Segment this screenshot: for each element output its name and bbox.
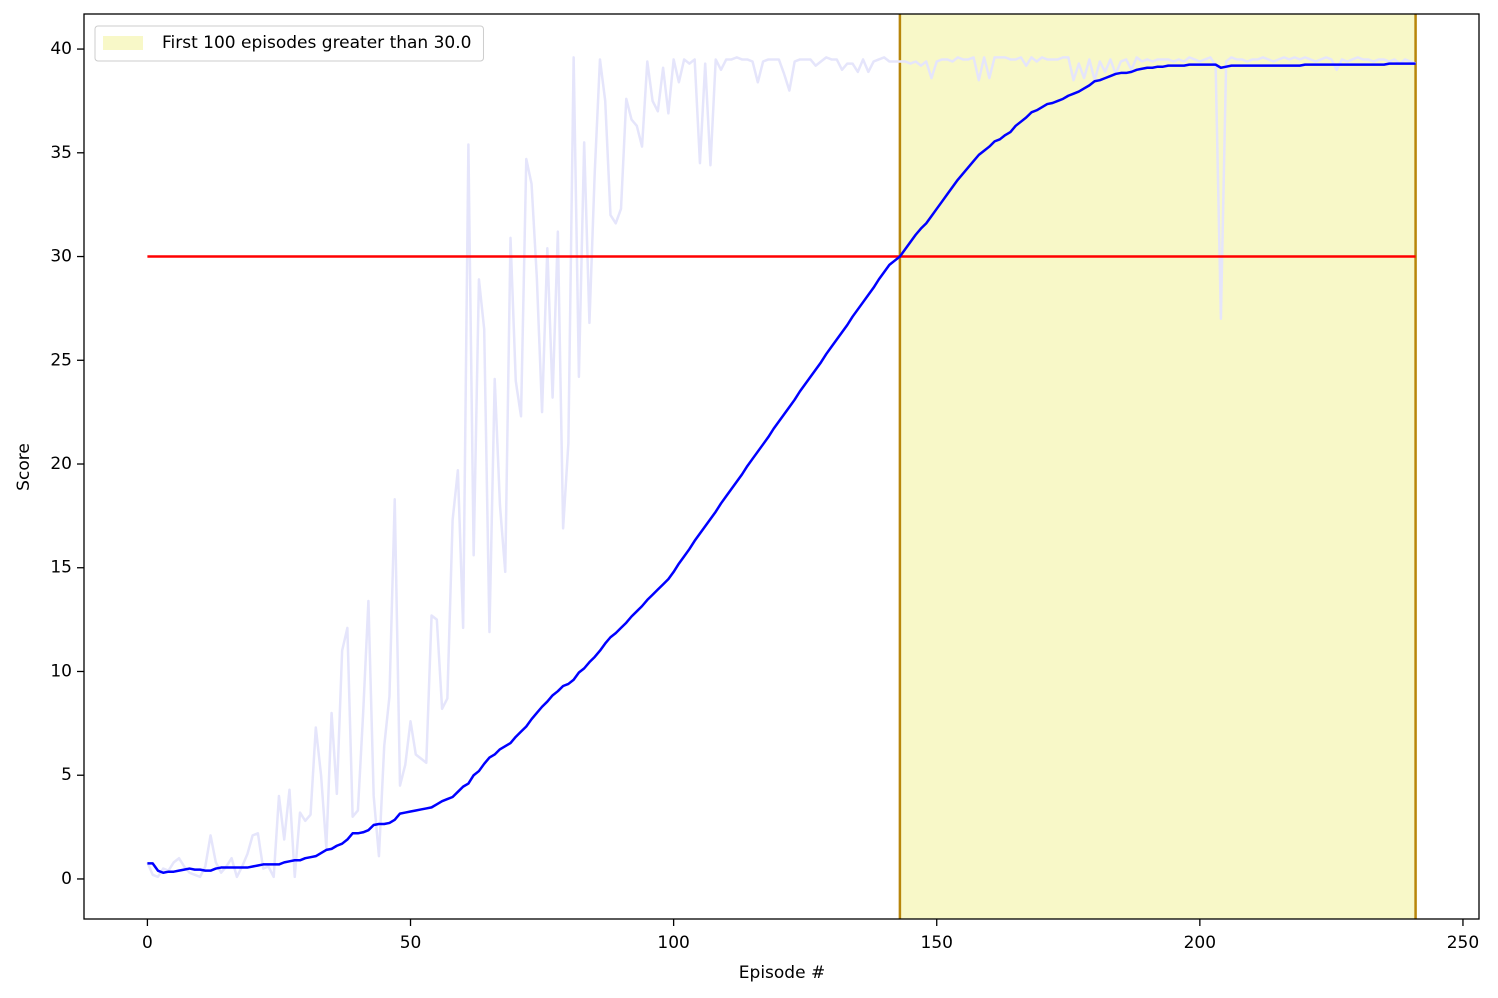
y-tick-label: 15 (50, 558, 72, 578)
y-tick-label: 10 (50, 661, 72, 681)
legend: First 100 episodes greater than 30.0 (94, 25, 484, 62)
y-tick-label: 35 (50, 143, 72, 163)
axes-frame (83, 13, 1480, 920)
y-tick-label: 25 (50, 350, 72, 370)
y-tick-label: 40 (50, 39, 72, 59)
x-tick-label: 150 (921, 933, 953, 953)
legend-label: First 100 episodes greater than 30.0 (162, 33, 471, 53)
series-line (147, 62, 1416, 874)
y-tick-label: 5 (61, 765, 72, 785)
y-axis-label: Score (14, 443, 34, 491)
y-tick-label: 30 (50, 247, 72, 267)
y-tick-label: 0 (61, 869, 72, 889)
legend-swatch (103, 36, 143, 50)
x-tick-label: 100 (657, 933, 689, 953)
legend-box (94, 25, 484, 62)
x-axis-label: Episode # (739, 963, 825, 983)
plot (146, 14, 1417, 919)
x-tick-label: 200 (1184, 933, 1216, 953)
series-line (146, 56, 1417, 879)
x-tick-label: 0 (142, 933, 153, 953)
span (899, 14, 1416, 919)
x-tick-label: 250 (1447, 933, 1479, 953)
y-tick-label: 20 (50, 454, 72, 474)
x-tick-label: 50 (400, 933, 422, 953)
